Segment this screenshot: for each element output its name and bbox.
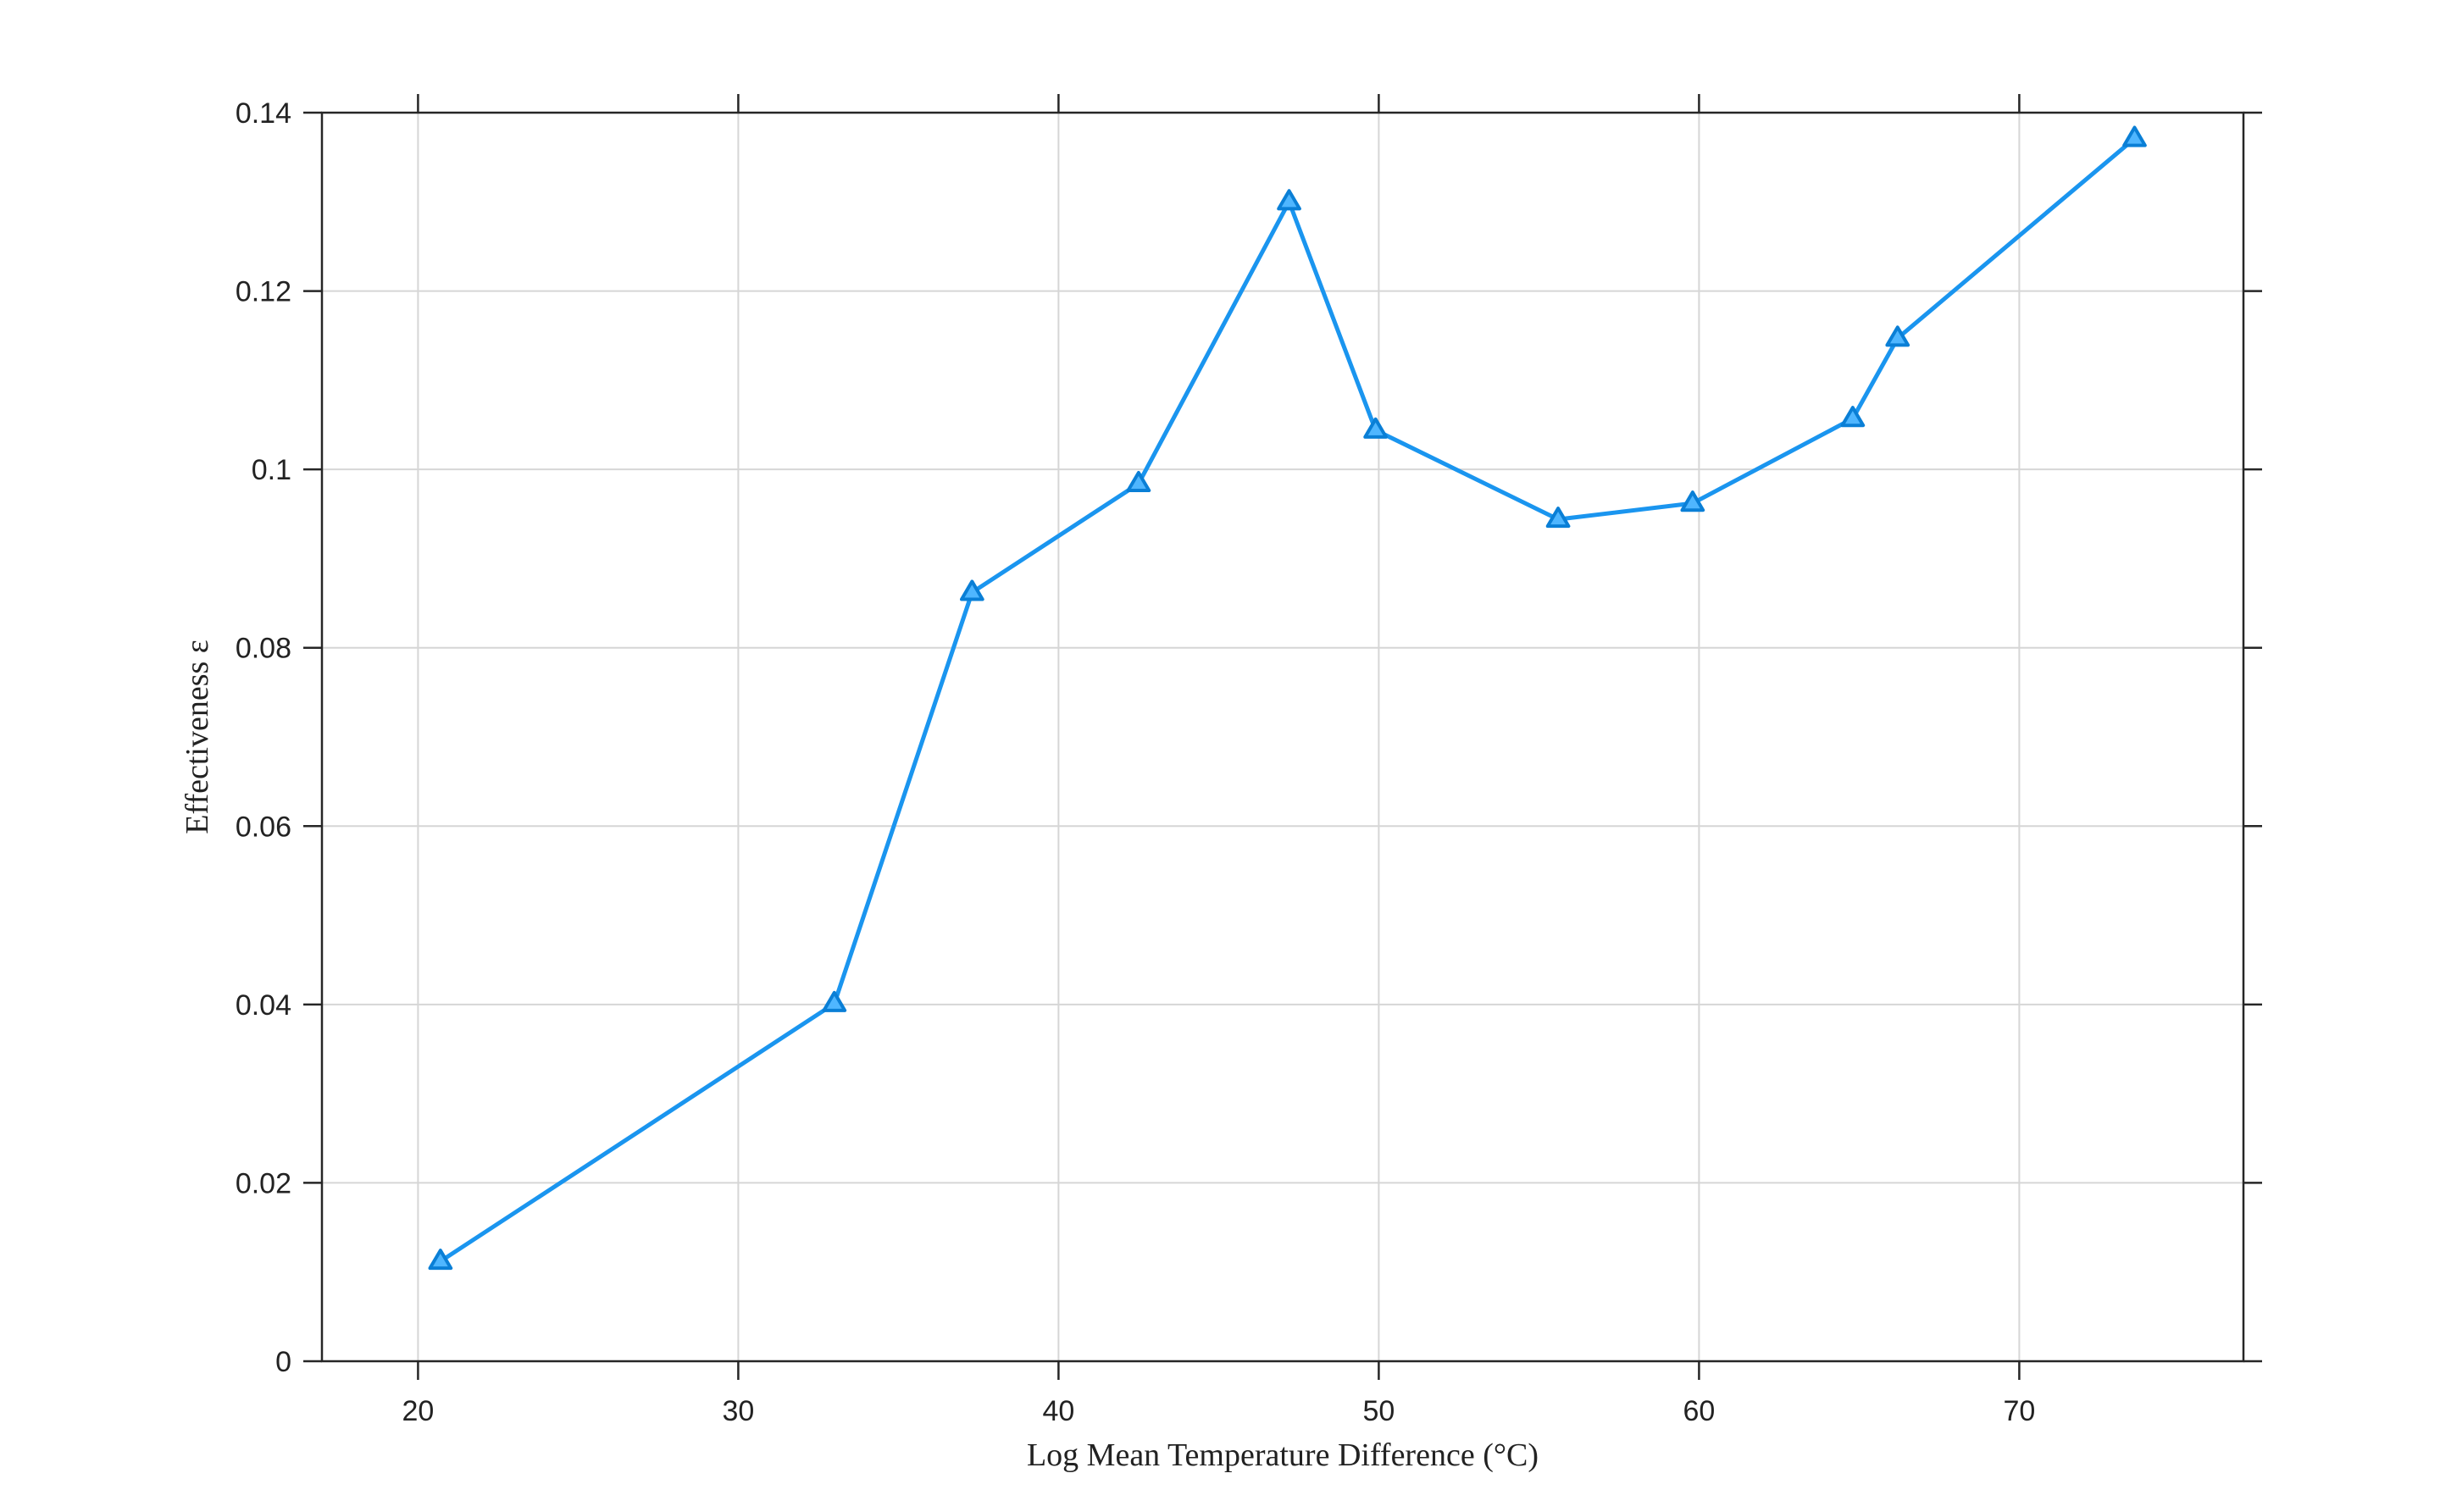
y-tick-label: 0.04 — [236, 989, 291, 1022]
data-point-marker — [1680, 490, 1705, 512]
y-tick-label: 0.02 — [236, 1167, 291, 1199]
x-tick-label: 70 — [2003, 1395, 2035, 1427]
data-point-marker — [428, 1249, 453, 1271]
tick-labels: 20 30 40 50 60 70 0 0.02 0.04 0.06 0.08 0.1 0.12 0.14 — [236, 97, 2036, 1427]
plot-frame — [320, 111, 2245, 1363]
grid — [322, 112, 2243, 1362]
y-axis-label: Effectiveness ε — [180, 640, 215, 834]
data-point-marker — [822, 990, 847, 1012]
x-tick-label: 20 — [402, 1395, 434, 1427]
y-tick-label: 0.12 — [236, 276, 291, 308]
data-point-marker — [1363, 417, 1388, 439]
y-tick-label: 0 — [275, 1346, 291, 1378]
y-tick-label: 0.14 — [236, 97, 291, 130]
x-tick-label: 60 — [1683, 1395, 1715, 1427]
y-tick-label: 0.1 — [252, 454, 291, 486]
x-tick-label: 40 — [1042, 1395, 1074, 1427]
data-point-marker — [1885, 325, 1910, 347]
series-line — [439, 136, 2137, 1264]
data-point-marker — [1840, 406, 1866, 428]
data-point-marker — [959, 579, 984, 601]
data-point-marker — [1277, 189, 1301, 211]
y-tick-label: 0.08 — [236, 633, 291, 665]
x-axis-label: Log Mean Temperature Difference (°C) — [1027, 1437, 1539, 1473]
x-tick-label: 50 — [1362, 1395, 1395, 1427]
x-tick-label: 30 — [722, 1395, 754, 1427]
data-point-marker — [2122, 125, 2147, 147]
y-tick-label: 0.06 — [236, 811, 291, 843]
data-point-marker — [1126, 470, 1151, 493]
axes — [303, 94, 2262, 1380]
data-point-marker — [1545, 507, 1571, 529]
series — [428, 125, 2147, 1271]
